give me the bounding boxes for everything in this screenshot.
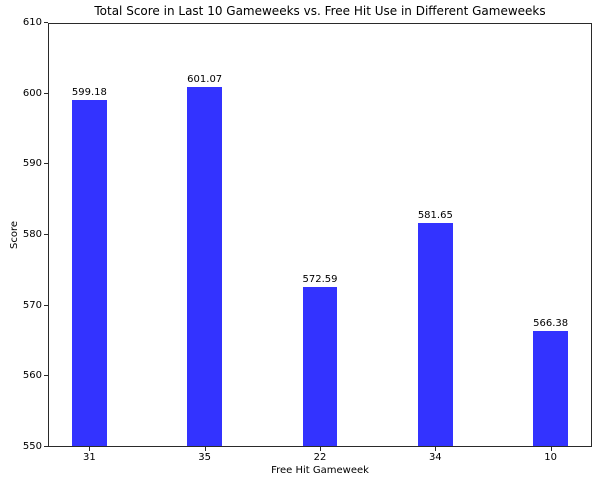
x-tick-mark	[204, 447, 206, 451]
bar	[302, 287, 338, 446]
y-tick-mark	[44, 22, 48, 23]
y-tick-mark	[44, 446, 48, 447]
y-tick-label: 550	[22, 441, 42, 452]
x-axis-label: Free Hit Gameweek	[271, 465, 369, 476]
y-tick-mark	[44, 234, 48, 235]
x-tick-label: 31	[82, 452, 96, 463]
bar	[533, 330, 568, 446]
x-tick-mark	[435, 447, 437, 451]
x-tick-mark	[550, 447, 552, 451]
y-tick-label: 590	[22, 158, 42, 169]
bar-value-label: 566.38	[533, 317, 569, 329]
y-tick-mark	[44, 163, 48, 164]
y-tick-mark	[44, 93, 48, 94]
x-tick-mark	[89, 447, 91, 451]
x-tick-label: 22	[313, 452, 327, 463]
y-tick-label: 600	[22, 88, 42, 99]
chart-title: Total Score in Last 10 Gameweeks vs. Fre…	[94, 4, 546, 18]
x-tick-label: 34	[428, 452, 442, 463]
plot-area: 599.18 601.07 572.59 581.65 566.38	[48, 23, 592, 447]
x-tick-label: 35	[198, 452, 212, 463]
bar-value-label: 572.59	[302, 274, 338, 286]
x-tick-label: 10	[544, 452, 557, 463]
y-tick-mark	[44, 305, 48, 306]
y-tick-label: 570	[22, 300, 42, 311]
bar-value-label: 581.65	[417, 210, 453, 222]
x-tick-mark	[320, 447, 321, 451]
y-tick-mark	[44, 375, 48, 376]
bar	[418, 223, 453, 446]
bar	[72, 100, 107, 446]
bar-value-label: 599.18	[71, 87, 107, 99]
bar	[187, 86, 222, 446]
y-tick-label: 580	[22, 229, 42, 240]
y-tick-label: 560	[22, 370, 42, 381]
bar-value-label: 601.07	[187, 73, 223, 85]
y-tick-label: 610	[22, 17, 42, 28]
